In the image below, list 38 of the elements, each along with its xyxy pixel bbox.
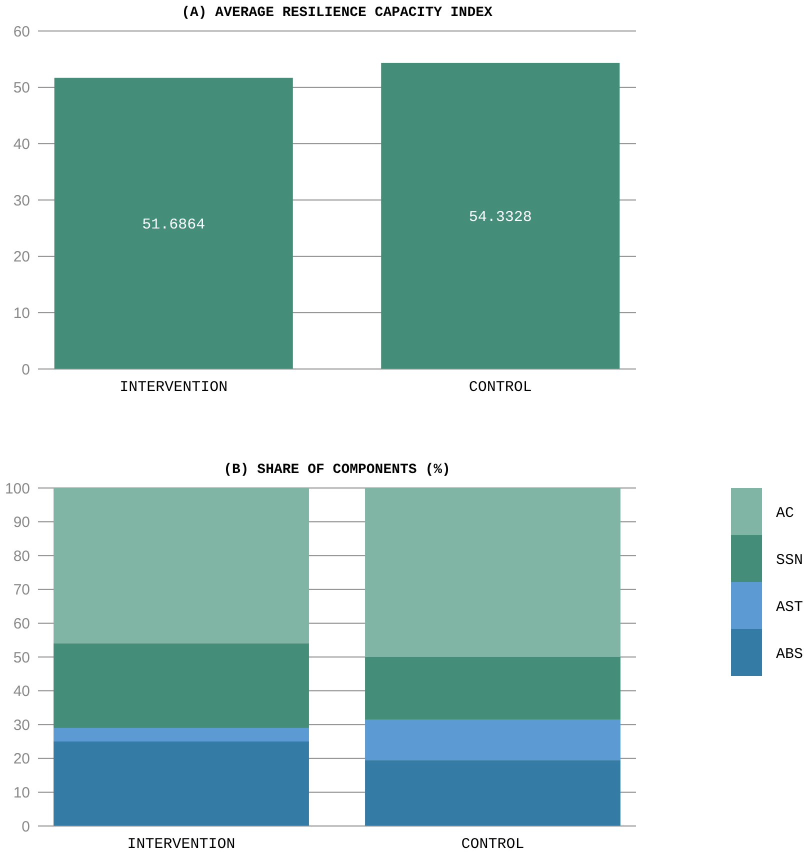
bar bbox=[365, 720, 620, 760]
chart-title: (B) SHARE OF COMPONENTS (%) bbox=[224, 462, 450, 478]
y-tick-label: 20 bbox=[13, 750, 30, 768]
y-tick-label: 10 bbox=[13, 784, 30, 802]
text: AST bbox=[776, 598, 804, 616]
bar bbox=[54, 643, 309, 728]
y-tick-label: 40 bbox=[13, 683, 30, 700]
y-tick-label: 40 bbox=[13, 136, 30, 153]
data-label: 54.3328 bbox=[468, 209, 532, 226]
x-tick-label: INTERVENTION bbox=[120, 379, 228, 396]
bar bbox=[54, 728, 309, 742]
x-tick-label: CONTROL bbox=[468, 379, 532, 396]
bar bbox=[54, 488, 309, 644]
y-tick-label: 30 bbox=[13, 192, 30, 210]
y-tick-label: 60 bbox=[13, 615, 30, 632]
y-tick-label: 20 bbox=[13, 248, 30, 266]
y-tick-label: 60 bbox=[13, 23, 30, 40]
y-tick-label: 50 bbox=[13, 80, 30, 97]
y-tick-label: 70 bbox=[13, 582, 30, 599]
data-label: 51.6864 bbox=[142, 216, 206, 234]
x-tick-label: CONTROL bbox=[461, 836, 524, 853]
text: ABS bbox=[776, 646, 804, 663]
y-tick-label: 0 bbox=[22, 361, 30, 378]
bar bbox=[365, 760, 620, 826]
y-tick-label: 30 bbox=[13, 716, 30, 734]
text: AC bbox=[776, 504, 794, 522]
y-tick-label: 90 bbox=[13, 514, 30, 532]
chart-title: (A) AVERAGE RESILIENCE CAPACITY INDEX bbox=[182, 5, 494, 21]
bar bbox=[54, 742, 309, 826]
y-tick-label: 80 bbox=[13, 548, 30, 565]
y-tick-label: 10 bbox=[13, 304, 30, 322]
y-tick-label: 0 bbox=[22, 818, 30, 836]
x-tick-label: INTERVENTION bbox=[127, 836, 236, 853]
y-tick-label: 100 bbox=[4, 480, 30, 498]
bar bbox=[365, 657, 620, 720]
y-tick-label: 50 bbox=[13, 649, 30, 666]
bar bbox=[365, 488, 620, 657]
text: SSN bbox=[776, 552, 804, 569]
